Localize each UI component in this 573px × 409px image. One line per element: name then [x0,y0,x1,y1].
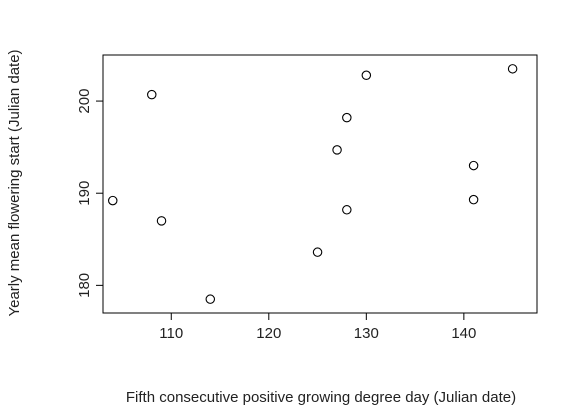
data-point [312,247,323,257]
data-point [342,205,352,215]
data-point [108,195,118,206]
data-point [361,70,372,81]
x-axis-ticks: 110 120 130 140 [159,313,476,342]
plot-box [102,54,538,314]
data-point [468,160,479,171]
x-tick-label: 130 [354,325,379,342]
data-point [507,64,518,74]
data-point [342,112,352,123]
y-tick-label: 180 [76,273,93,298]
data-point [156,216,167,226]
y-tick-label: 200 [76,89,93,114]
y-axis-ticks: 180 190 200 [76,89,103,298]
data-point [468,194,479,205]
data-points [108,64,518,304]
data-point [147,89,157,100]
data-point [332,145,342,155]
data-point [205,294,216,304]
y-tick-label: 190 [76,181,93,206]
x-tick-label: 120 [256,325,281,342]
x-tick-label: 110 [159,325,183,342]
x-axis-title: Fifth consecutive positive growing degre… [126,389,516,406]
x-tick-label: 140 [451,325,476,342]
y-axis-title: Yearly mean flowering start (Julian date… [6,49,23,316]
